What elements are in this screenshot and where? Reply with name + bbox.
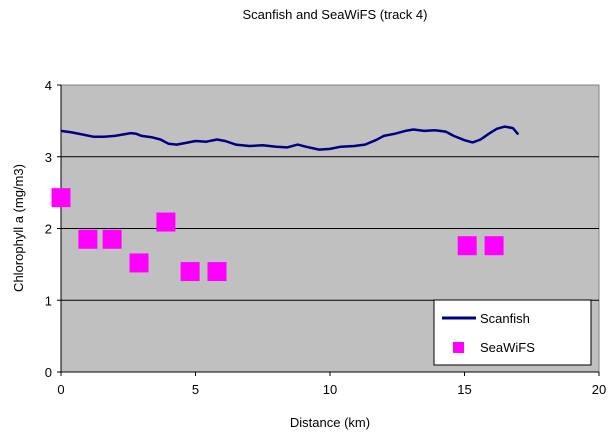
chart-title: Scanfish and SeaWiFS (track 4) — [243, 7, 428, 22]
seawifs-point — [129, 253, 149, 273]
y-tick-label: 2 — [45, 222, 52, 237]
seawifs-point — [156, 212, 176, 232]
seawifs-point — [457, 236, 477, 256]
seawifs-point — [484, 236, 504, 256]
scanfish-line — [60, 125, 520, 151]
legend-seawifs-label: SeaWiFS — [480, 340, 535, 355]
axis-ticks: 0 1 2 3 4 0 5 10 15 20 — [45, 78, 606, 397]
legend-seawifs-swatch — [453, 342, 464, 353]
y-axis-label: Chlorophyll a (mg/m3) — [11, 164, 26, 292]
seawifs-point — [78, 229, 98, 249]
data-layer — [51, 125, 520, 282]
legend-scanfish-label: Scanfish — [480, 311, 530, 326]
x-tick-label: 15 — [457, 382, 471, 397]
seawifs-point — [102, 229, 122, 249]
x-tick-label: 10 — [323, 382, 337, 397]
y-tick-label: 3 — [45, 150, 52, 165]
x-tick-label: 5 — [192, 382, 199, 397]
legend: Scanfish SeaWiFS — [433, 299, 592, 366]
seawifs-point — [207, 262, 227, 282]
seawifs-point — [51, 188, 71, 208]
x-axis-label: Distance (km) — [290, 415, 370, 430]
x-tick-label: 20 — [592, 382, 606, 397]
seawifs-point — [180, 262, 200, 282]
y-tick-label: 4 — [45, 78, 52, 93]
y-tick-label: 0 — [45, 365, 52, 380]
legend-box — [433, 299, 592, 366]
y-tick-label: 1 — [45, 293, 52, 308]
x-tick-label: 0 — [57, 382, 64, 397]
